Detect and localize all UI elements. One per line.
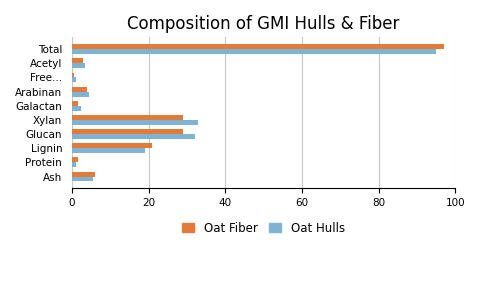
Title: Composition of GMI Hulls & Fiber: Composition of GMI Hulls & Fiber [127,15,400,33]
Bar [72,148,144,153]
Bar [72,44,444,49]
Bar [72,73,74,77]
Bar [72,92,89,96]
Bar [72,172,95,177]
Bar [72,120,198,125]
Bar [72,63,85,68]
Bar [72,162,76,167]
Bar [72,49,436,54]
Bar [72,115,183,120]
Bar [72,143,152,148]
Bar [72,58,84,63]
Bar [72,177,93,181]
Bar [72,134,194,139]
Legend: Oat Fiber, Oat Hulls: Oat Fiber, Oat Hulls [178,217,349,239]
Bar [72,106,82,111]
Bar [72,87,87,92]
Bar [72,158,78,162]
Bar [72,129,183,134]
Bar [72,77,76,82]
Bar [72,101,78,106]
